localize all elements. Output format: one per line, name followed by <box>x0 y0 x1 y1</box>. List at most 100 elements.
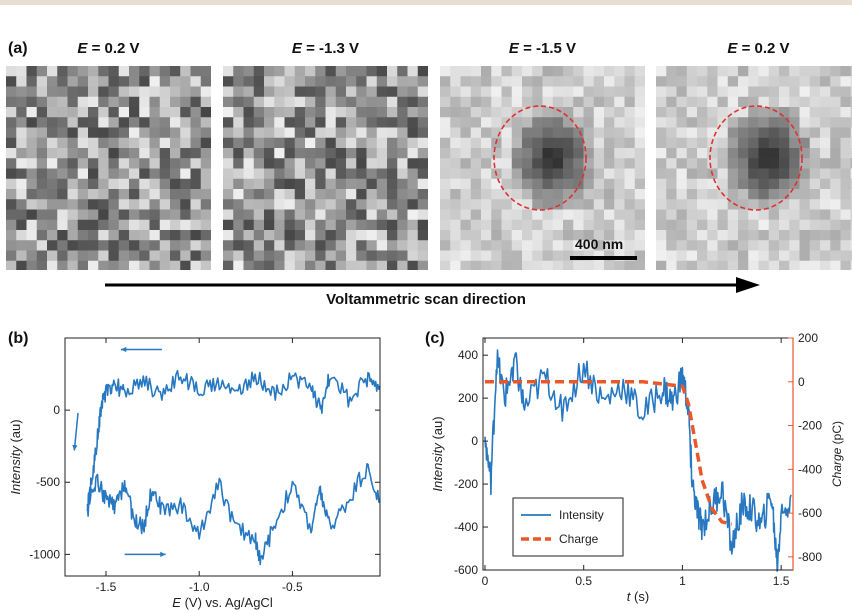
pixel <box>830 76 842 88</box>
pixel <box>118 66 130 77</box>
pixel <box>356 250 368 262</box>
pixel <box>460 127 472 139</box>
pixel <box>170 148 181 159</box>
pixel <box>129 148 140 159</box>
pixel <box>501 96 513 108</box>
pixel <box>356 117 368 129</box>
pixel <box>604 117 615 129</box>
pixel <box>335 199 347 211</box>
pixel <box>840 168 852 180</box>
pixel <box>511 127 523 139</box>
pixel <box>522 240 533 252</box>
pixel <box>233 250 245 262</box>
pixel <box>634 148 645 159</box>
pixel <box>170 66 181 77</box>
pixel <box>284 199 296 211</box>
pixel <box>180 199 192 211</box>
pixel <box>758 250 770 262</box>
pixel <box>88 240 99 252</box>
pixel <box>727 219 739 231</box>
pixel <box>501 250 513 262</box>
pixel <box>758 96 770 108</box>
pixel <box>563 230 574 241</box>
pixel <box>387 96 398 108</box>
pixel <box>799 96 811 108</box>
pixel <box>748 96 760 108</box>
pixel <box>511 250 523 262</box>
pixel <box>284 158 296 170</box>
pixel <box>686 260 698 270</box>
pixel <box>768 219 780 231</box>
pixel <box>335 219 347 231</box>
pixel <box>840 219 852 231</box>
pixel <box>481 76 492 88</box>
pixel <box>149 189 161 200</box>
pixel <box>6 250 17 262</box>
pixel <box>511 240 523 252</box>
pixel <box>26 127 38 139</box>
legend-charge-label: Charge <box>559 532 599 546</box>
pixel <box>563 199 574 211</box>
pixel <box>294 76 306 88</box>
pixel <box>604 158 615 170</box>
pixel <box>346 117 357 129</box>
pixel <box>170 260 181 270</box>
pixel <box>356 189 368 200</box>
pixel <box>707 66 719 77</box>
pixel <box>36 230 48 241</box>
pixel <box>460 199 472 211</box>
pixel <box>57 240 69 252</box>
pixel <box>129 117 140 129</box>
pixel <box>47 66 58 77</box>
pixel <box>624 86 636 98</box>
pixel <box>768 127 780 139</box>
pixel <box>346 137 357 149</box>
pixel <box>573 117 585 129</box>
pixel <box>850 158 852 170</box>
pixel <box>697 250 708 262</box>
pixel <box>387 230 398 241</box>
pixel <box>129 96 140 108</box>
pixel <box>243 117 255 129</box>
pixel <box>830 86 842 98</box>
pixel <box>159 178 171 190</box>
pixel <box>36 96 48 108</box>
pixel <box>717 168 729 180</box>
pixel <box>758 148 770 159</box>
pixel <box>799 66 811 77</box>
pixel <box>190 148 202 159</box>
pixel <box>748 250 760 262</box>
pixel <box>376 66 388 77</box>
pixel <box>717 158 729 170</box>
y-tick-label: -400 <box>454 520 478 534</box>
pixel <box>190 66 202 77</box>
pixel <box>707 148 719 159</box>
pixel <box>108 107 120 118</box>
pixel <box>397 137 409 149</box>
pixel <box>294 148 306 159</box>
pixel <box>253 178 265 190</box>
pixel <box>697 127 708 139</box>
pixel <box>180 148 192 159</box>
pixel <box>335 260 347 270</box>
pixel <box>542 230 554 241</box>
pixel <box>440 260 451 270</box>
pixel <box>758 117 770 129</box>
pixel <box>139 168 151 180</box>
pixel <box>697 219 708 231</box>
pixel <box>450 107 462 118</box>
pixel <box>604 219 615 231</box>
pixel <box>542 240 554 252</box>
pixel <box>614 250 626 262</box>
pixel <box>768 189 780 200</box>
pixel <box>170 127 181 139</box>
pixel <box>6 219 17 231</box>
pixel <box>346 260 357 270</box>
pixel <box>727 148 739 159</box>
pixel <box>470 250 482 262</box>
pixel <box>491 158 503 170</box>
pixel <box>563 250 574 262</box>
pixel <box>593 209 605 221</box>
pixel <box>850 199 852 211</box>
